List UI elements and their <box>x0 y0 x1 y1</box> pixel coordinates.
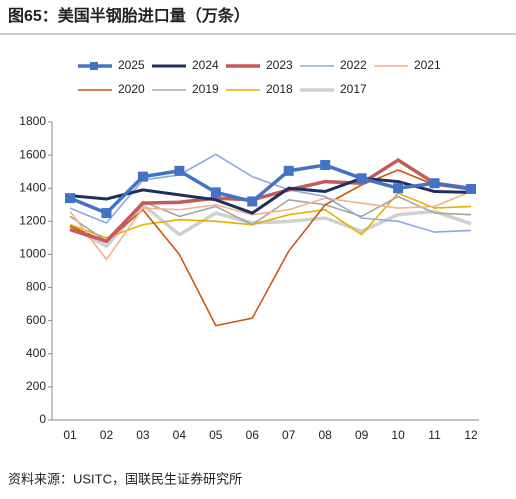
series-line <box>69 169 472 327</box>
chart-title: 图65：美国半钢胎进口量（万条） <box>8 6 250 25</box>
series-line <box>69 153 472 233</box>
x-tick-label: 03 <box>136 428 150 442</box>
point-marker <box>393 183 404 194</box>
x-tick-label: 04 <box>173 428 187 442</box>
legend-label: 2025 <box>118 58 145 72</box>
source: 资料来源：USITC，国联民生证券研究所 <box>8 471 242 486</box>
point-marker <box>101 208 112 219</box>
x-tick-label: 07 <box>282 428 296 442</box>
legend-label: 2020 <box>118 82 145 96</box>
point-marker <box>283 165 294 176</box>
y-tick-label: 1600 <box>19 147 46 161</box>
x-tick-label: 10 <box>391 428 405 442</box>
x-tick-label: 12 <box>464 428 478 442</box>
x-tick-label: 01 <box>63 428 77 442</box>
legend-label: 2024 <box>192 58 219 72</box>
point-marker <box>320 160 331 171</box>
y-tick-label: 400 <box>26 346 46 360</box>
legend-marker <box>90 62 98 70</box>
series-line <box>69 176 472 215</box>
y-tick-label: 0 <box>39 412 46 426</box>
legend-label: 2019 <box>192 82 219 96</box>
legend-label: 2022 <box>340 58 367 72</box>
x-tick-label: 06 <box>246 428 260 442</box>
point-marker <box>466 184 476 195</box>
series-line <box>69 163 472 216</box>
point-marker <box>137 171 148 182</box>
legend-label: 2021 <box>414 58 441 72</box>
series-line <box>69 192 472 239</box>
x-tick-label: 09 <box>355 428 369 442</box>
y-tick-label: 800 <box>26 280 46 294</box>
point-marker <box>429 178 440 189</box>
legend-label: 2017 <box>340 82 367 96</box>
series-line <box>69 190 472 261</box>
y-tick-label: 200 <box>26 379 46 393</box>
y-tick-label: 1800 <box>19 114 46 128</box>
y-tick-label: 1000 <box>19 247 46 261</box>
y-tick-label: 600 <box>26 313 46 327</box>
point-marker <box>174 165 185 176</box>
legend-label: 2023 <box>266 58 293 72</box>
point-marker <box>210 187 221 198</box>
series-line <box>69 158 472 244</box>
x-tick-label: 08 <box>319 428 333 442</box>
point-marker <box>356 173 367 184</box>
x-tick-label: 05 <box>209 428 223 442</box>
legend-label: 2018 <box>266 82 293 96</box>
point-marker <box>247 196 258 207</box>
y-tick-label: 1400 <box>19 180 46 194</box>
point-marker <box>65 193 75 204</box>
x-tick-label: 02 <box>100 428 114 442</box>
y-tick-label: 1200 <box>19 214 46 228</box>
x-tick-label: 11 <box>428 428 441 442</box>
